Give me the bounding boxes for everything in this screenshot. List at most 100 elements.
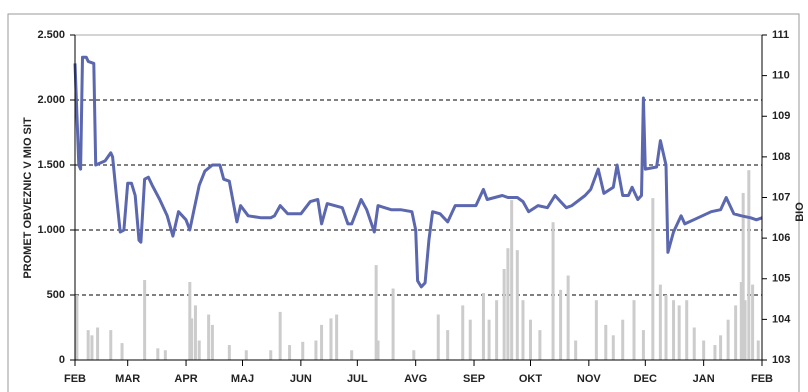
bar <box>611 335 615 360</box>
x-tick-label: JUN <box>290 373 312 385</box>
x-tick-label: MAR <box>115 373 140 385</box>
bar <box>641 330 645 360</box>
bar <box>621 319 625 360</box>
bar <box>376 340 380 360</box>
y2-tick-label: 109 <box>772 110 790 122</box>
bar <box>566 275 570 360</box>
bar <box>207 314 211 360</box>
bar <box>604 324 608 360</box>
bar <box>446 330 450 360</box>
bar <box>487 319 491 360</box>
bar <box>510 200 514 360</box>
bar <box>747 170 751 360</box>
bar <box>574 340 578 360</box>
y-tick-label: 500 <box>47 289 65 301</box>
x-tick-label: MAJ <box>231 373 254 385</box>
bar <box>156 348 160 360</box>
bar <box>96 327 100 360</box>
bar <box>502 269 506 360</box>
y-tick-label: 1.000 <box>37 224 65 236</box>
bar <box>269 350 273 360</box>
bar <box>278 311 282 360</box>
bar <box>75 295 79 360</box>
y2-tick-label: 111 <box>772 29 789 41</box>
bar <box>692 327 696 360</box>
bar <box>743 300 747 360</box>
x-tick-label: SEP <box>463 373 485 385</box>
bar <box>559 289 563 360</box>
bar <box>677 305 681 360</box>
bar <box>741 192 745 360</box>
bar <box>86 330 90 360</box>
bar <box>739 282 743 360</box>
bar <box>329 318 333 360</box>
x-tick-label: AVG <box>404 373 427 385</box>
bar <box>756 340 760 360</box>
bar <box>594 300 598 360</box>
bar <box>713 345 717 360</box>
frame <box>7 13 800 392</box>
bar <box>335 314 339 360</box>
y-tick-label: 1.500 <box>37 159 65 171</box>
y-axis-label: PROMET OBVEZNIC V MIO SIT <box>22 117 34 279</box>
y2-tick-label: 110 <box>772 70 790 82</box>
bar <box>301 341 305 360</box>
bar <box>495 300 499 360</box>
bar <box>193 305 197 360</box>
bar <box>468 319 472 360</box>
bar <box>751 284 755 360</box>
bar <box>143 280 147 360</box>
y2-tick-label: 107 <box>772 191 790 203</box>
y-tick-label: 2.000 <box>37 94 65 106</box>
bar <box>515 250 519 360</box>
bar <box>350 350 354 360</box>
bar <box>461 305 465 360</box>
x-tick-label: JAN <box>693 373 715 385</box>
bar <box>163 350 167 360</box>
bar <box>651 198 655 360</box>
bar <box>734 305 738 360</box>
x-tick-label: OKT <box>519 373 543 385</box>
x-tick-label: APR <box>174 373 197 385</box>
bar <box>314 340 318 360</box>
bar <box>120 343 124 360</box>
bar <box>702 340 706 360</box>
bar <box>521 300 525 360</box>
bar <box>632 300 636 360</box>
bar <box>188 282 192 360</box>
x-tick-label: FEB <box>64 373 86 385</box>
bar <box>551 222 555 360</box>
y2-tick-label: 104 <box>772 313 791 325</box>
x-tick-label: NOV <box>577 373 602 385</box>
y2-tick-label: 103 <box>772 354 790 366</box>
x-tick-label: DEC <box>634 373 657 385</box>
bar <box>672 300 676 360</box>
bar <box>197 340 201 360</box>
bar <box>481 293 485 360</box>
bar <box>664 295 668 360</box>
bar <box>436 314 440 360</box>
y-tick-label: 0 <box>59 354 65 366</box>
bar <box>538 330 542 360</box>
bar <box>109 330 113 360</box>
bar <box>719 335 723 360</box>
bar <box>726 319 730 360</box>
bar <box>528 319 532 360</box>
bar <box>227 345 231 360</box>
bar <box>412 350 416 360</box>
bar <box>210 324 214 360</box>
y-tick-label: 2.500 <box>37 29 65 41</box>
y2-axis-label: BIO <box>794 202 806 222</box>
bar <box>685 300 689 360</box>
bar <box>391 288 395 360</box>
bar <box>90 335 94 360</box>
y2-tick-label: 105 <box>772 273 790 285</box>
line <box>73 55 763 289</box>
bar <box>244 350 248 360</box>
bar <box>320 324 324 360</box>
x-tick-label: JUL <box>347 373 368 385</box>
y2-tick-label: 108 <box>772 151 790 163</box>
x-tick-label: FEB <box>751 373 773 385</box>
bar <box>288 345 292 360</box>
